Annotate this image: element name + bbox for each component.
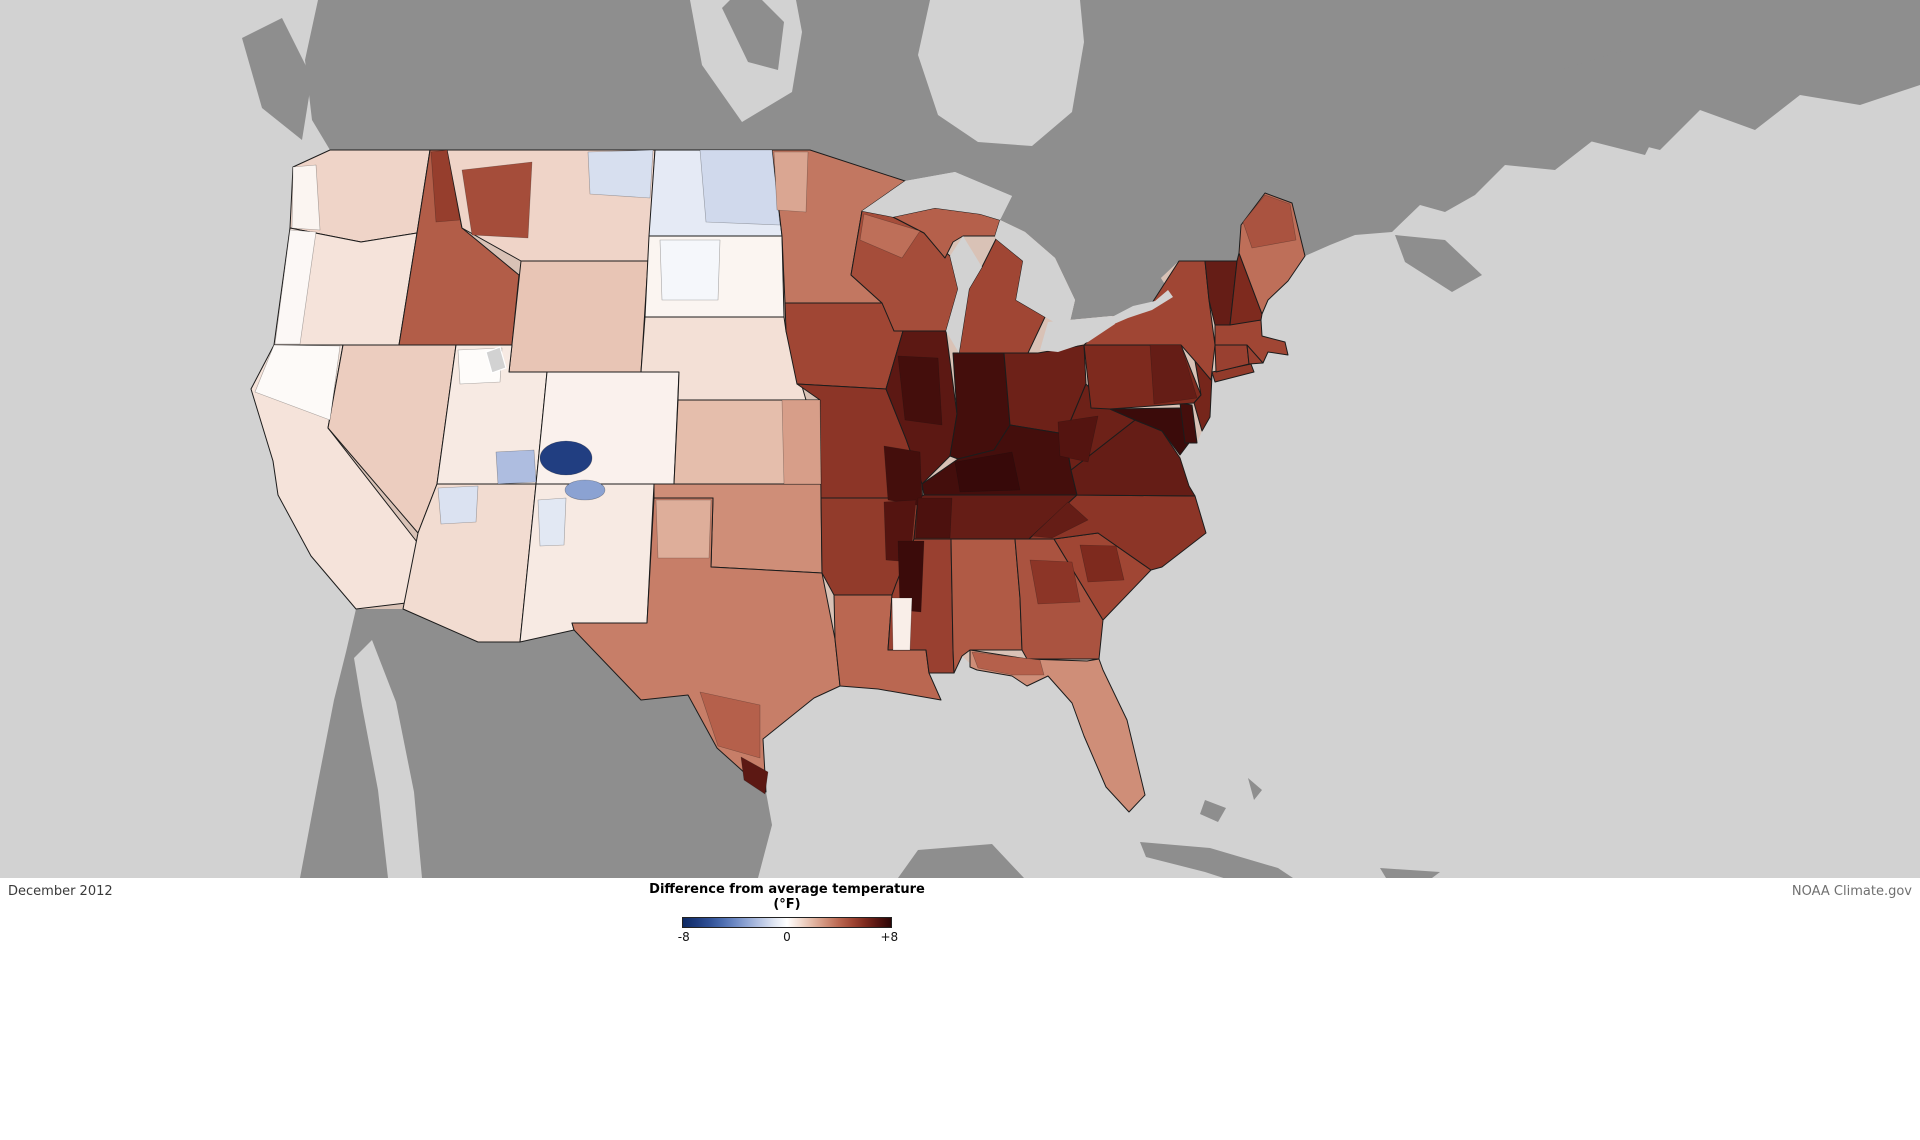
state-delaware [1179, 402, 1198, 444]
great-salt-lake [485, 346, 507, 374]
division-appalachia [1057, 415, 1099, 463]
division-pa-east [1149, 344, 1198, 405]
division-sd-central [659, 239, 721, 301]
bahamas-island [1200, 800, 1226, 822]
arctic-island [722, 0, 784, 70]
gulf-of-california [354, 640, 422, 878]
legend-tick-mid: 0 [783, 930, 791, 944]
lake-ontario [1110, 290, 1173, 324]
division-tx-panhandle [655, 499, 712, 559]
division-ut-southeast [495, 449, 537, 485]
us-states-group [250, 149, 1306, 813]
division-az-northwest [437, 485, 479, 525]
vancouver-island [242, 18, 312, 140]
division-wi-north [859, 213, 921, 259]
division-co-south [564, 479, 606, 501]
legend-ticks: -8 0 +8 [678, 930, 898, 946]
state-wyoming [508, 260, 649, 373]
nova-scotia [1395, 235, 1482, 292]
division-ga-central [1029, 559, 1081, 605]
legend-tick-max: +8 [880, 930, 899, 944]
canada-landmass [305, 0, 1920, 330]
temperature-anomaly-map [0, 0, 1920, 878]
lake-superior [862, 172, 1012, 220]
climate-divisions-group [254, 149, 1297, 795]
division-nc-west [1031, 501, 1089, 539]
state-iowa [784, 302, 904, 390]
state-vermont [1204, 260, 1238, 326]
hudson-bay [918, 0, 1084, 146]
division-id-panhandle [430, 149, 461, 223]
division-tx-tip [740, 756, 769, 795]
division-co-san-juan [539, 440, 593, 476]
division-sc-central [1079, 544, 1125, 583]
lake-huron [995, 220, 1075, 330]
lake-michigan [946, 236, 982, 353]
state-massachusetts [1214, 319, 1289, 364]
figure-footer: December 2012 NOAA Climate.gov Differenc… [0, 878, 1920, 1140]
division-ky-central [954, 451, 1021, 493]
division-mt-ne [587, 149, 654, 199]
division-wa-coast [291, 164, 321, 231]
cuba [1140, 842, 1293, 878]
state-texas [571, 497, 841, 793]
division-or-coast [274, 229, 317, 345]
division-tn-west [915, 497, 953, 539]
bahamas-island-small [1248, 778, 1262, 800]
division-mt-west [461, 161, 533, 239]
division-ks-east [781, 399, 822, 485]
division-il-central [897, 355, 943, 426]
map-canvas [0, 0, 1920, 878]
mexico-landmass [300, 603, 772, 878]
division-me-north [1242, 194, 1297, 249]
division-nm-west [537, 497, 567, 547]
division-la-northeast-pale [891, 597, 913, 651]
lakes-group [485, 172, 1173, 374]
source-label: NOAA Climate.gov [1791, 884, 1912, 899]
newfoundland [1560, 50, 1675, 155]
division-fl-panhandle [971, 651, 1045, 676]
division-ca-north [254, 344, 341, 421]
division-nd-east [699, 149, 781, 226]
division-mn-northwest [773, 151, 809, 213]
yucatan [898, 844, 1024, 878]
division-mo-southeast [883, 445, 923, 507]
legend-bar [682, 917, 892, 928]
color-legend: Difference from average temperature (°F)… [637, 882, 937, 946]
division-tx-south [699, 691, 761, 759]
state-florida [969, 649, 1146, 813]
legend-gradient [682, 917, 892, 928]
foreign-land-group [242, 0, 1920, 878]
division-ms-northwest [897, 540, 925, 613]
legend-tick-min: -8 [677, 930, 690, 944]
legend-title: Difference from average temperature (°F) [649, 882, 925, 912]
hispaniola [1380, 868, 1440, 878]
date-label: December 2012 [8, 884, 113, 899]
lake-erie [1040, 316, 1115, 352]
